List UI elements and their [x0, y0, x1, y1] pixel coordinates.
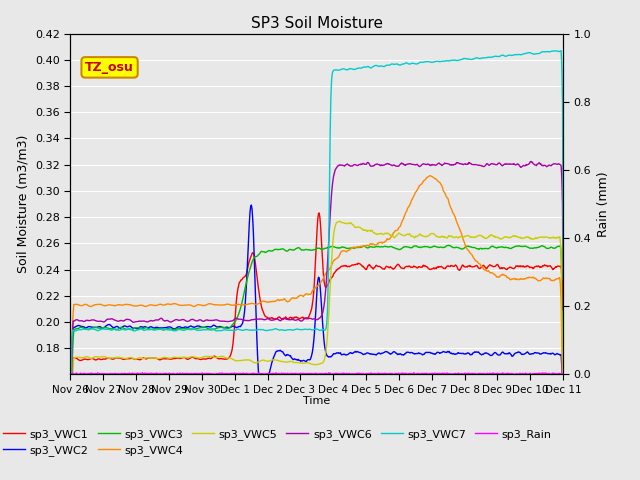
- sp3_VWC3: [445, 242, 452, 248]
- sp3_VWC1: [559, 376, 567, 382]
- sp3_VWC5: [126, 355, 134, 360]
- sp3_Rain: [67, 370, 74, 376]
- sp3_VWC6: [176, 317, 184, 323]
- sp3_VWC4: [559, 430, 567, 435]
- sp3_VWC6: [202, 317, 210, 323]
- sp3_Rain: [378, 372, 385, 377]
- sp3_VWC6: [527, 158, 535, 164]
- sp3_VWC5: [336, 218, 344, 224]
- Y-axis label: Soil Moisture (m3/m3): Soil Moisture (m3/m3): [17, 135, 29, 273]
- sp3_VWC2: [126, 323, 134, 329]
- sp3_VWC2: [392, 349, 399, 355]
- sp3_VWC2: [202, 324, 210, 330]
- sp3_VWC7: [202, 327, 210, 333]
- sp3_VWC7: [76, 327, 83, 333]
- sp3_VWC3: [76, 325, 83, 331]
- sp3_VWC5: [76, 355, 83, 360]
- sp3_Rain: [76, 371, 84, 377]
- sp3_VWC6: [76, 318, 83, 324]
- sp3_VWC2: [176, 324, 184, 330]
- sp3_VWC5: [377, 230, 385, 236]
- sp3_Rain: [204, 371, 211, 376]
- sp3_Rain: [559, 371, 567, 376]
- sp3_VWC1: [392, 264, 399, 270]
- sp3_VWC3: [202, 325, 210, 331]
- Line: sp3_VWC4: sp3_VWC4: [70, 176, 563, 448]
- Line: sp3_VWC3: sp3_VWC3: [70, 245, 563, 480]
- sp3_VWC7: [126, 326, 134, 332]
- Line: sp3_VWC2: sp3_VWC2: [70, 205, 563, 480]
- sp3_Rain: [177, 371, 185, 377]
- sp3_VWC3: [176, 326, 184, 332]
- sp3_VWC6: [559, 307, 567, 312]
- sp3_VWC4: [426, 173, 433, 179]
- sp3_VWC5: [559, 402, 567, 408]
- Y-axis label: Rain (mm): Rain (mm): [597, 171, 610, 237]
- sp3_VWC5: [392, 234, 399, 240]
- sp3_VWC7: [557, 48, 565, 54]
- sp3_VWC3: [559, 382, 567, 388]
- sp3_VWC7: [67, 462, 74, 468]
- sp3_Rain: [75, 372, 83, 377]
- sp3_VWC1: [377, 264, 385, 270]
- sp3_VWC1: [176, 356, 184, 361]
- sp3_VWC4: [202, 302, 210, 308]
- sp3_VWC6: [126, 317, 134, 323]
- sp3_VWC6: [376, 163, 384, 168]
- sp3_VWC2: [76, 323, 83, 328]
- sp3_VWC4: [76, 302, 83, 308]
- sp3_VWC4: [67, 445, 74, 451]
- sp3_VWC7: [376, 63, 384, 69]
- sp3_VWC2: [559, 446, 567, 452]
- sp3_VWC4: [391, 229, 399, 235]
- Legend: sp3_VWC1, sp3_VWC2, sp3_VWC3, sp3_VWC4, sp3_VWC5, sp3_VWC6, sp3_VWC7, sp3_Rain: sp3_VWC1, sp3_VWC2, sp3_VWC3, sp3_VWC4, …: [0, 424, 556, 460]
- sp3_VWC1: [316, 210, 323, 216]
- sp3_VWC7: [176, 327, 184, 333]
- Line: sp3_VWC5: sp3_VWC5: [70, 221, 563, 474]
- sp3_VWC4: [176, 302, 184, 308]
- sp3_Rain: [392, 372, 400, 377]
- sp3_VWC2: [248, 202, 255, 208]
- sp3_Rain: [127, 371, 134, 377]
- sp3_VWC2: [377, 351, 385, 357]
- Line: sp3_VWC7: sp3_VWC7: [70, 51, 563, 465]
- sp3_VWC7: [559, 276, 567, 282]
- Line: sp3_Rain: sp3_Rain: [70, 373, 563, 374]
- Title: SP3 Soil Moisture: SP3 Soil Moisture: [251, 16, 383, 31]
- sp3_VWC5: [176, 355, 184, 360]
- Text: TZ_osu: TZ_osu: [85, 61, 134, 74]
- sp3_VWC4: [126, 302, 134, 308]
- sp3_VWC6: [391, 163, 399, 168]
- sp3_VWC5: [202, 354, 210, 360]
- sp3_VWC7: [391, 61, 399, 67]
- Line: sp3_VWC1: sp3_VWC1: [70, 213, 563, 480]
- sp3_VWC3: [376, 244, 384, 250]
- sp3_VWC1: [76, 357, 83, 363]
- sp3_VWC4: [376, 240, 384, 245]
- sp3_VWC1: [202, 356, 210, 362]
- sp3_VWC3: [391, 245, 399, 251]
- X-axis label: Time: Time: [303, 396, 330, 406]
- sp3_VWC1: [126, 356, 134, 361]
- Line: sp3_VWC6: sp3_VWC6: [70, 161, 563, 480]
- sp3_VWC3: [126, 326, 134, 332]
- sp3_VWC5: [67, 471, 74, 477]
- sp3_Rain: [138, 370, 146, 376]
